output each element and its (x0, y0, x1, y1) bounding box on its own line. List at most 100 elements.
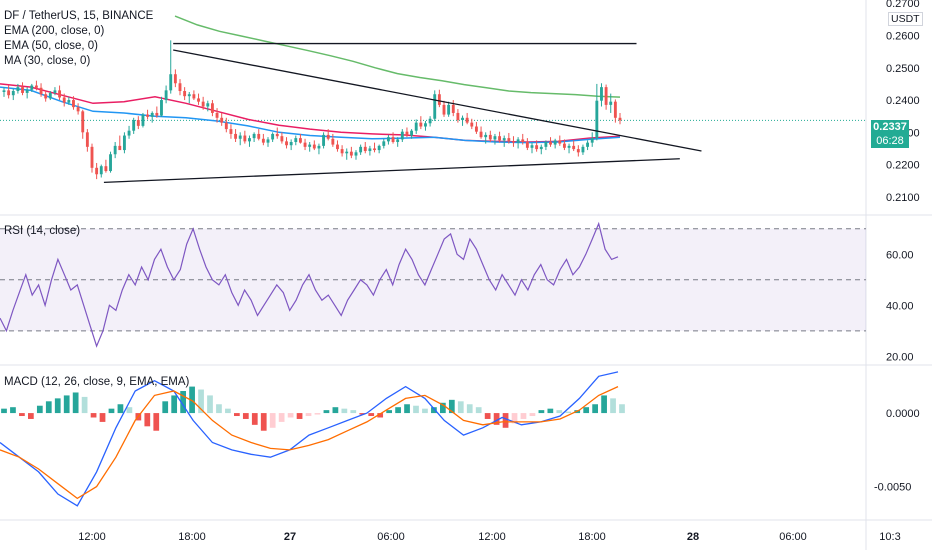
macd-histogram-bar (457, 401, 464, 414)
trendline[interactable] (103, 158, 680, 183)
candle (428, 116, 432, 127)
candle (261, 133, 265, 146)
candle (470, 118, 474, 130)
candle-body (516, 139, 520, 143)
candle-body (294, 138, 298, 142)
macd-histogram-bar (162, 401, 169, 414)
macd-histogram-bar (341, 408, 348, 414)
candle (238, 132, 242, 146)
candle-body (368, 148, 372, 152)
candle (141, 112, 145, 128)
candle (613, 99, 617, 123)
candle-body (590, 138, 594, 143)
currency-label: USDT (888, 12, 923, 26)
candle-body (146, 114, 150, 117)
axes: 0.27000.26000.25000.24000.23000.22000.21… (78, 0, 919, 543)
candle-body (192, 94, 196, 99)
candle (220, 112, 224, 126)
candle (122, 132, 126, 154)
candle (210, 100, 214, 117)
candle-body (224, 122, 228, 130)
candle-body (132, 120, 136, 131)
candle-body (581, 146, 585, 153)
candle-body (289, 142, 293, 146)
candle (600, 83, 603, 107)
candle-body (81, 111, 85, 133)
candle-body (312, 144, 316, 149)
candle-body (558, 140, 562, 144)
candle (465, 112, 469, 125)
candle-body (377, 145, 381, 151)
candle-body (474, 126, 478, 132)
candle (488, 130, 492, 142)
macd-histogram-bar (63, 395, 70, 414)
candle-body (271, 133, 275, 140)
candle-body (535, 145, 539, 150)
candle-body (220, 117, 224, 123)
price-tick-label: 0.2400 (886, 95, 920, 107)
candle (266, 137, 270, 147)
candle (595, 83, 599, 141)
macd-histogram-bar (547, 408, 554, 414)
candle (271, 132, 275, 142)
macd-histogram-bar (234, 413, 240, 417)
candle (72, 96, 75, 110)
candle-body (2, 90, 6, 92)
macd-histogram-bar (207, 395, 213, 414)
macd-pane[interactable] (0, 371, 625, 507)
candle (136, 116, 140, 130)
candle-body (400, 131, 404, 140)
macd-histogram-bar (493, 413, 500, 425)
candle-body (419, 122, 423, 127)
candle (447, 101, 451, 117)
candle-body (160, 100, 163, 116)
candle (451, 100, 455, 117)
candle-body (104, 166, 108, 172)
macd-histogram-bar (466, 404, 473, 414)
candle-body (178, 83, 182, 92)
candle-body (229, 129, 233, 134)
macd-histogram-bar (511, 413, 518, 424)
macd-histogram-bar (81, 396, 88, 414)
candle-body (298, 138, 302, 143)
macd-title: MACD (12, 26, close, 9, EMA, EMA) (4, 376, 190, 388)
candle-body (562, 143, 566, 148)
candle (280, 132, 284, 144)
candle-body (354, 152, 358, 156)
candle-body (243, 135, 247, 142)
candle (113, 142, 117, 159)
candle (243, 130, 247, 144)
candle-body (345, 151, 349, 154)
candle-body (613, 101, 617, 118)
rsi-pane[interactable] (0, 221, 866, 348)
candle-body (136, 120, 140, 126)
trendline[interactable] (173, 49, 702, 152)
candle (345, 148, 349, 160)
candle (76, 103, 80, 115)
macd-histogram-bar (242, 413, 249, 419)
time-tick-label: 12:00 (478, 531, 506, 543)
macd-histogram-bar (413, 405, 419, 414)
candle (30, 83, 34, 92)
candle (58, 85, 62, 101)
candle-body (252, 133, 256, 139)
candle-body (85, 132, 89, 147)
candle-body (396, 139, 400, 142)
candle (396, 137, 400, 147)
candle (424, 121, 427, 131)
candle (150, 111, 154, 123)
candle-body (234, 133, 238, 139)
price-pane[interactable] (0, 15, 866, 183)
candle-body (447, 104, 451, 115)
macd-histogram-bar (126, 407, 133, 414)
time-tick-label: 27 (284, 531, 296, 543)
candle (474, 121, 478, 134)
candle (442, 100, 446, 117)
candle (461, 115, 464, 126)
price-legend: DF / TetherUS, 15, BINANCE EMA (200, clo… (4, 9, 153, 69)
macd-histogram-bar (305, 413, 312, 417)
candle (572, 140, 576, 152)
candle-body (609, 101, 613, 105)
